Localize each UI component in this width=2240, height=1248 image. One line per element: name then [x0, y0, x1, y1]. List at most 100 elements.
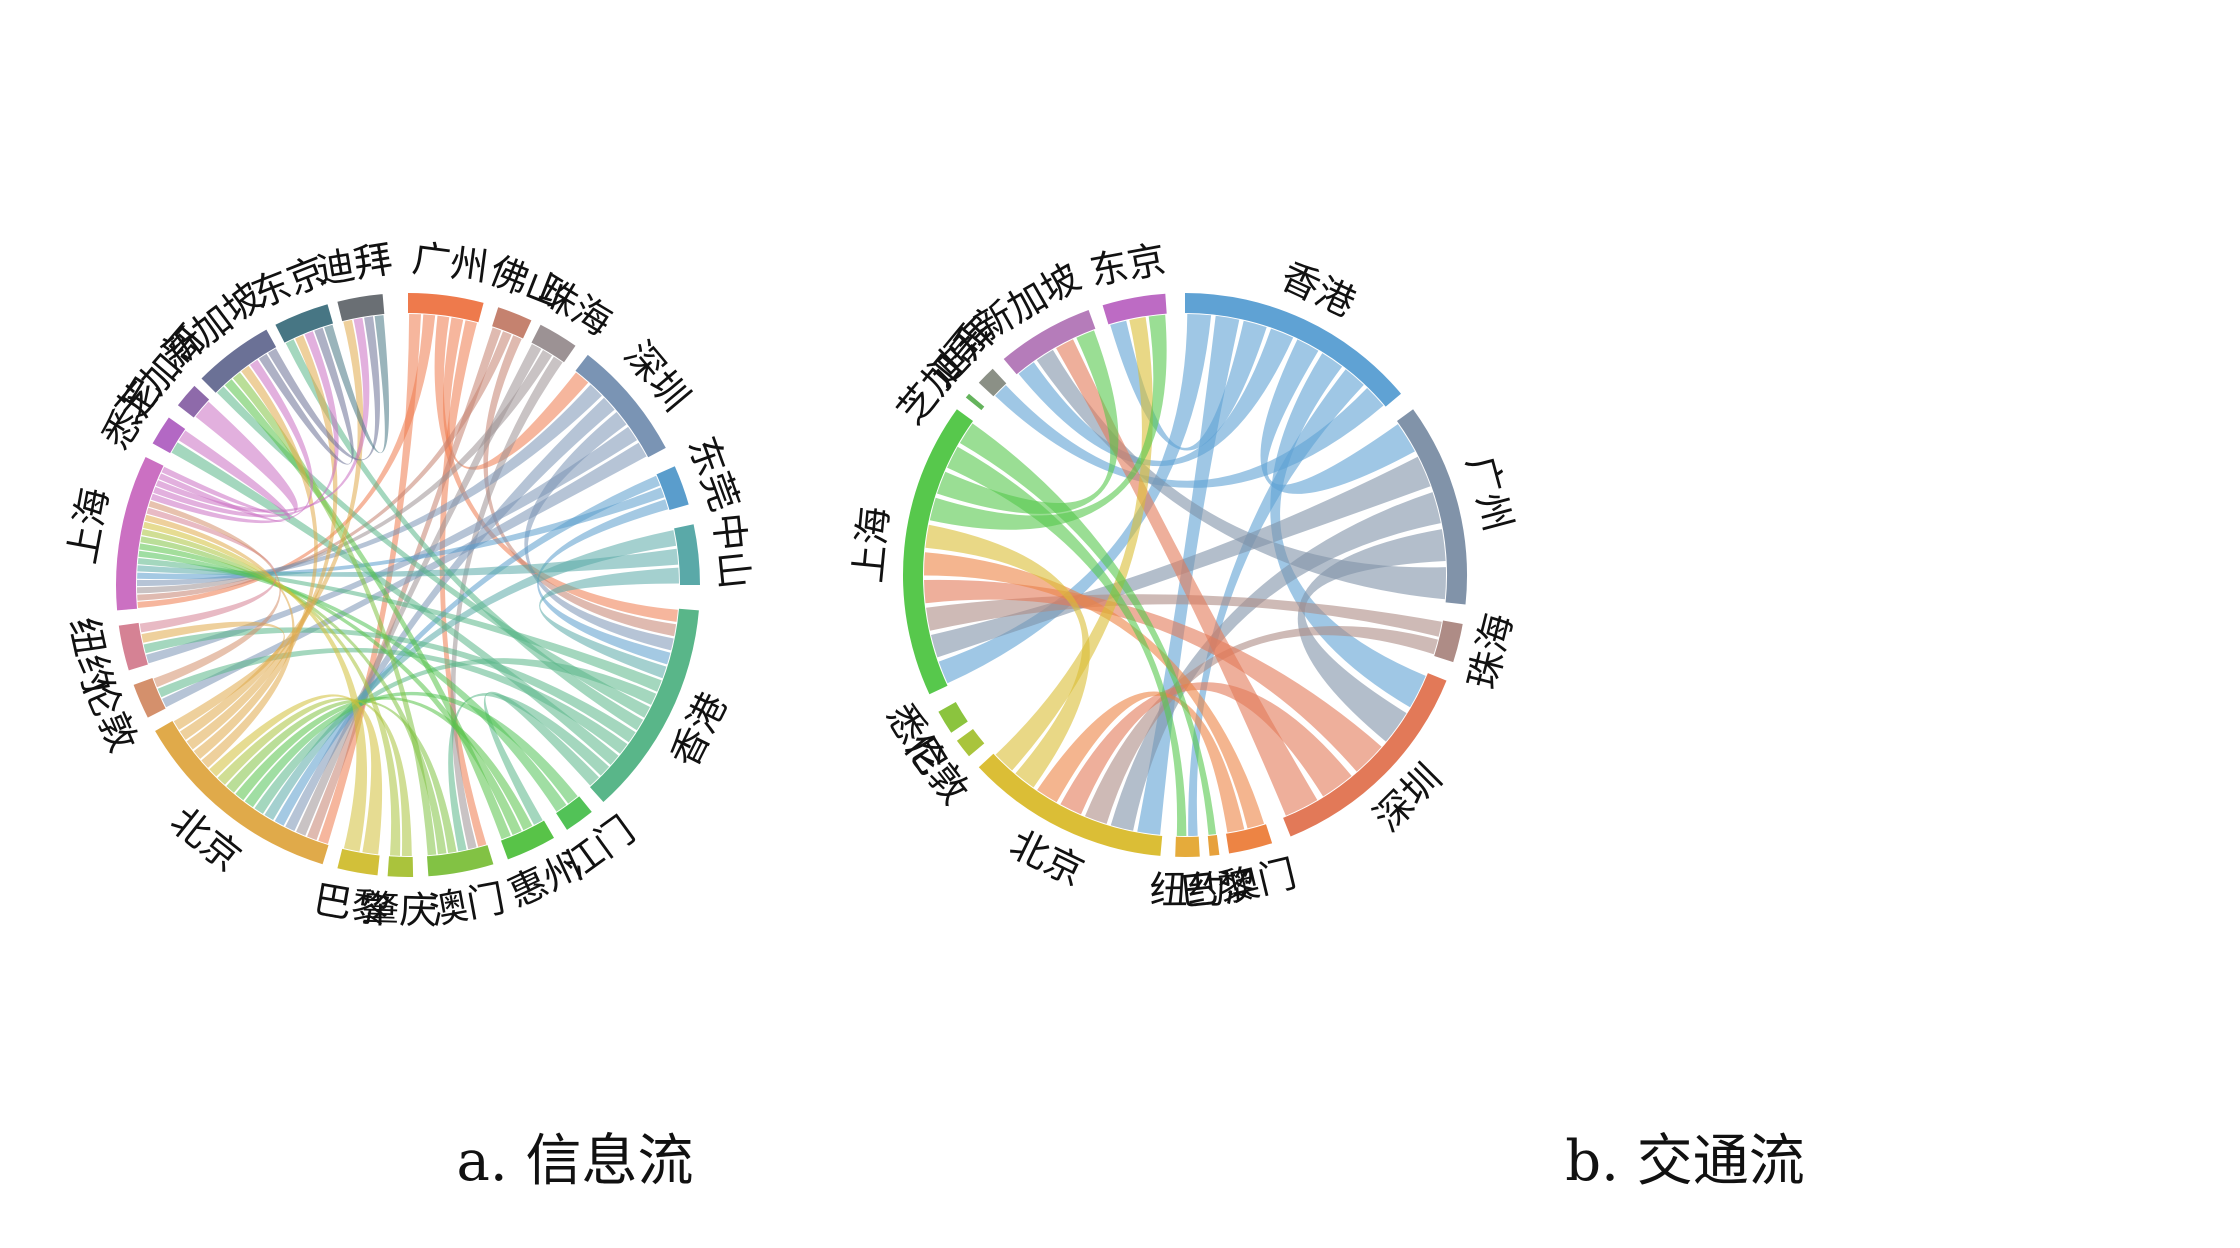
ribbon-东莞-香港	[537, 499, 671, 665]
information-flow-ribbons	[136, 314, 679, 857]
arc-segment-巴黎	[337, 848, 380, 876]
ribbon-香港-新加坡	[1018, 328, 1294, 467]
ribbon-新加坡-东京	[258, 327, 354, 465]
information-flow-chord-diagram: 广州佛山珠海深圳东莞中山香港江门惠州澳门肇庆巴黎北京伦敦纽约上海悉尼芝加哥新加坡…	[60, 236, 757, 933]
ribbon-深圳-新加坡	[1056, 339, 1318, 816]
segment-label-纽约: 纽约	[1150, 868, 1226, 913]
arc-segment-北京	[155, 721, 329, 865]
ribbon-广州-深圳	[443, 317, 589, 470]
ribbon-香港-深圳	[1270, 353, 1426, 708]
segment-label-澳门: 澳门	[426, 876, 509, 933]
arc-segment-迪拜	[337, 294, 385, 322]
arc-segment-上海	[116, 457, 164, 611]
arc-segment-伦敦	[133, 678, 166, 718]
ribbon-北京-东京	[995, 317, 1153, 771]
arc-segment-纽约	[1175, 836, 1200, 857]
segment-label-上海: 上海	[60, 484, 117, 567]
arc-segment-新加坡	[201, 329, 277, 393]
ribbon-佛山-香港	[483, 335, 677, 637]
ribbon-中山-上海	[137, 548, 679, 577]
arc-segment-香港	[1185, 293, 1401, 407]
traffic-flow-arcs	[902, 293, 1468, 857]
ribbon-澳门-北京	[226, 699, 457, 853]
caption-traffic-flow: b. 交通流	[1565, 1129, 1804, 1194]
arc-segment-悉尼	[938, 702, 968, 733]
arc-segment-上海	[902, 409, 973, 695]
ribbon-深圳-香港	[524, 412, 674, 651]
ribbon-上海-迪拜	[155, 317, 370, 513]
arc-segment-广州	[408, 292, 484, 323]
arc-segment-东京	[1102, 293, 1167, 325]
ribbon-澳门-北京	[1037, 691, 1245, 833]
arc-segment-澳门	[1226, 824, 1273, 854]
arc-segment-东京	[275, 304, 333, 343]
arc-segment-悉尼	[152, 417, 186, 454]
arc-segment-深圳	[575, 354, 666, 458]
ribbon-伦敦-上海	[148, 500, 281, 688]
arc-segment-珠海	[1434, 620, 1463, 663]
segment-label-珠海: 珠海	[1460, 609, 1521, 693]
ribbon-上海-芝加哥	[161, 401, 298, 516]
ribbon-上海-新加坡	[937, 330, 1119, 514]
arc-segment-江门	[556, 796, 592, 830]
ribbon-深圳-上海	[924, 579, 1382, 772]
ribbon-深圳-北京	[1060, 682, 1352, 815]
segment-label-巴黎: 巴黎	[1178, 862, 1258, 914]
ribbon-香港-悉尼	[171, 442, 619, 765]
arc-segment-香港	[590, 608, 699, 802]
ribbon-香港-广州	[1260, 339, 1415, 494]
ribbon-香港-纽约	[143, 627, 636, 743]
segment-label-广州: 广州	[1458, 451, 1520, 536]
arc-segment-巴黎	[1207, 835, 1220, 856]
segment-label-中山: 中山	[705, 511, 757, 591]
arc-segment-迪拜	[978, 368, 1007, 397]
caption-information-flow: a. 信息流	[457, 1129, 694, 1194]
segment-label-巴黎: 巴黎	[310, 877, 393, 934]
ribbon-上海-悉尼	[158, 430, 291, 523]
arc-segment-肇庆	[387, 856, 414, 878]
segment-label-纽约: 纽约	[61, 613, 120, 697]
ribbon-香港-新加坡	[217, 386, 650, 718]
arc-segment-东莞	[656, 466, 689, 510]
arc-segment-北京	[978, 753, 1163, 856]
ribbon-肇庆-北京	[217, 697, 412, 857]
ribbon-珠海-上海	[926, 594, 1442, 637]
ribbon-香港-迪拜	[995, 385, 1384, 488]
ribbon-新加坡-迪拜	[268, 316, 380, 461]
arc-segment-中山	[674, 524, 700, 585]
traffic-flow-ribbons	[923, 314, 1447, 837]
ribbon-香港-惠州	[483, 691, 599, 825]
arc-segment-伦敦	[956, 729, 985, 757]
ribbon-广州-深圳	[1297, 529, 1446, 742]
ribbon-中山-香港	[539, 567, 679, 679]
ribbon-北京-纽约	[141, 621, 285, 730]
segment-label-上海: 上海	[846, 505, 897, 585]
ribbon-上海-东京	[929, 314, 1167, 530]
segment-label-广州: 广州	[410, 236, 491, 290]
information-flow-arcs	[116, 292, 700, 878]
ribbon-巴黎-北京	[209, 694, 383, 855]
ribbon-珠海-澳门	[450, 356, 563, 850]
ribbon-广州-北京	[1110, 492, 1441, 831]
arc-segment-新加坡	[1003, 310, 1096, 375]
arc-segment-纽约	[118, 622, 148, 671]
arc-segment-芝加哥	[965, 393, 985, 411]
segment-label-东莞: 东莞	[680, 431, 747, 517]
segment-label-肇庆: 肇庆	[361, 887, 438, 933]
segment-label-东京: 东京	[1086, 237, 1169, 294]
arc-segment-深圳	[1283, 673, 1447, 837]
ribbon-东莞-上海	[137, 487, 665, 580]
arc-segment-佛山	[492, 307, 532, 339]
ribbon-广州-北京	[318, 314, 421, 844]
arc-segment-芝加哥	[177, 385, 210, 418]
ribbon-东京-迪拜	[324, 315, 390, 454]
arc-segment-澳门	[427, 845, 494, 877]
segment-label-迪拜: 迪拜	[313, 237, 395, 293]
arc-segment-广州	[1397, 409, 1468, 605]
ribbon-澳门-上海	[923, 552, 1265, 829]
ribbon-广州-新加坡	[1036, 349, 1447, 600]
arc-segment-惠州	[501, 820, 554, 860]
arc-segment-珠海	[531, 324, 576, 363]
